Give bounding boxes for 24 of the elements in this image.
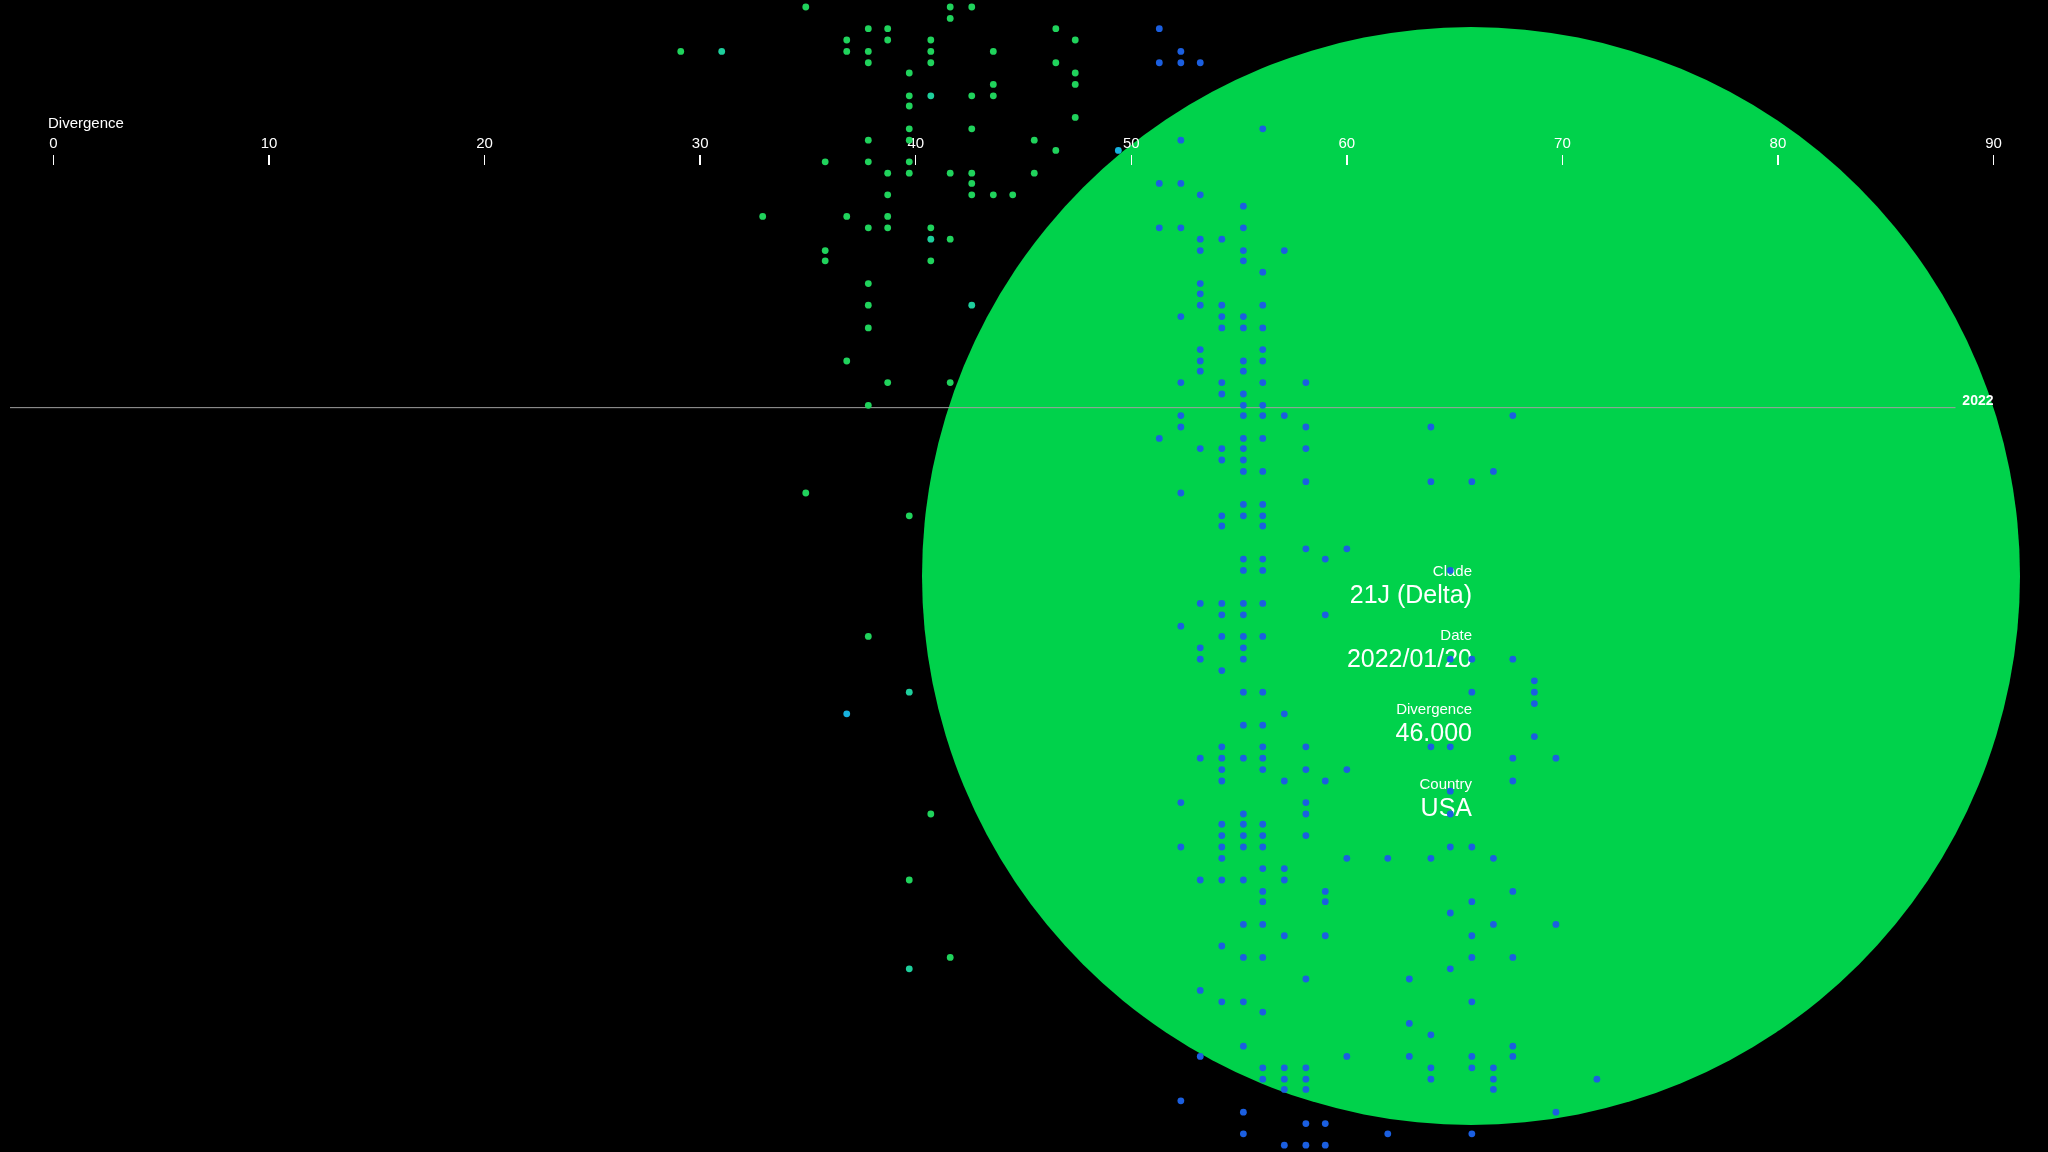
point [968, 301, 976, 309]
x-axis-title: Divergence [48, 114, 124, 132]
annotation: Country [1419, 775, 1472, 793]
x-tick-label: 60 [1338, 134, 1356, 152]
point [905, 688, 913, 696]
point [927, 235, 935, 243]
point [905, 965, 913, 973]
x-tick-label: 30 [691, 134, 709, 152]
x-tick-label: 90 [1985, 134, 2002, 152]
annotation: Date [1440, 626, 1472, 644]
annotation: Divergence [1396, 700, 1472, 718]
annotation: USA [1420, 792, 1472, 822]
annotation: 46.000 [1395, 717, 1472, 747]
annotation: 21J (Delta) [1349, 579, 1472, 609]
x-tick-label: 80 [1769, 134, 1787, 152]
x-tick-label: 0 [49, 134, 58, 152]
x-tick-label: 20 [476, 134, 493, 152]
x-tick-label: 10 [260, 134, 278, 152]
annotation: 2022/01/20 [1346, 643, 1472, 673]
point [843, 710, 851, 718]
x-tick-label: 70 [1554, 134, 1571, 152]
point [927, 92, 935, 100]
point [1114, 147, 1122, 154]
point [718, 47, 726, 55]
